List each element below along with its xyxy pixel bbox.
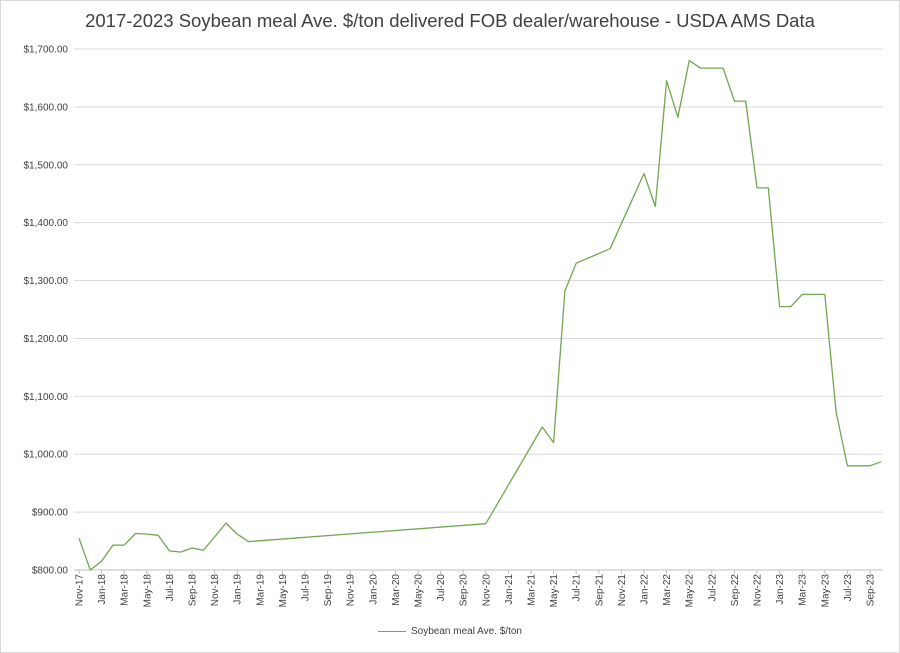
x-tick-label: Sep-20 [459,574,470,607]
x-tick-label: Nov-19 [346,574,357,607]
x-tick-label: May-21 [549,574,560,608]
legend: Soybean meal Ave. $/ton [1,626,899,637]
series-line [78,59,882,571]
x-tick-label: Jan-23 [775,574,786,605]
x-tick-label: Jul-23 [843,574,854,602]
x-tick-label: Nov-17 [75,574,86,607]
x-tick-label: Jan-21 [504,574,515,605]
x-tick-label: Jan-19 [233,574,244,605]
x-tick-label: Sep-19 [323,574,334,607]
x-tick-label: Sep-21 [594,574,605,607]
x-tick-label: Jul-19 [301,574,312,602]
x-tick-label: Jul-21 [572,574,583,602]
x-tick-label: Nov-21 [617,574,628,607]
x-tick-label: Mar-19 [255,574,266,606]
y-tick-label: $1,600.00 [24,102,69,113]
x-tick-label: Jan-22 [640,574,651,605]
x-tick-label: Jan-18 [97,574,108,605]
legend-swatch [377,630,406,632]
x-tick-label: Jan-20 [368,574,379,605]
y-tick-label: $1,300.00 [24,276,69,287]
x-tick-label: May-19 [278,574,289,608]
x-tick-label: Sep-18 [188,574,199,607]
x-tick-label: Nov-20 [481,574,492,607]
chart-title: 2017-2023 Soybean meal Ave. $/ton delive… [85,10,815,31]
x-tick-label: Nov-22 [753,574,764,607]
x-tick-label: Sep-22 [730,574,741,607]
x-tick-label: Sep-23 [866,574,877,607]
x-tick-label: Jul-22 [707,574,718,602]
x-tick-label: Nov-18 [210,574,221,607]
x-tick-label: Mar-18 [120,574,131,606]
y-tick-label: $1,000.00 [24,450,69,461]
x-tick-label: Mar-20 [391,574,402,606]
x-tick-label: May-22 [685,574,696,608]
x-tick-label: Mar-21 [527,574,538,606]
x-tick-label: May-23 [820,574,831,608]
x-tick-label: Mar-22 [662,574,673,606]
x-tick-label: Mar-23 [798,574,809,606]
x-tick-label: May-20 [414,574,425,608]
y-tick-label: $1,200.00 [24,334,69,345]
y-tick-label: $900.00 [32,508,69,519]
x-tick-label: May-18 [142,574,153,608]
legend-label: Soybean meal Ave. $/ton [410,626,522,637]
x-tick-label: Jul-20 [436,574,447,602]
y-tick-label: $1,100.00 [24,392,69,403]
y-tick-label: $1,500.00 [24,160,69,171]
x-tick-label: Jul-18 [165,574,176,602]
y-tick-label: $1,400.00 [24,218,69,229]
y-tick-label: $800.00 [32,566,69,577]
y-tick-label: $1,700.00 [24,45,69,56]
